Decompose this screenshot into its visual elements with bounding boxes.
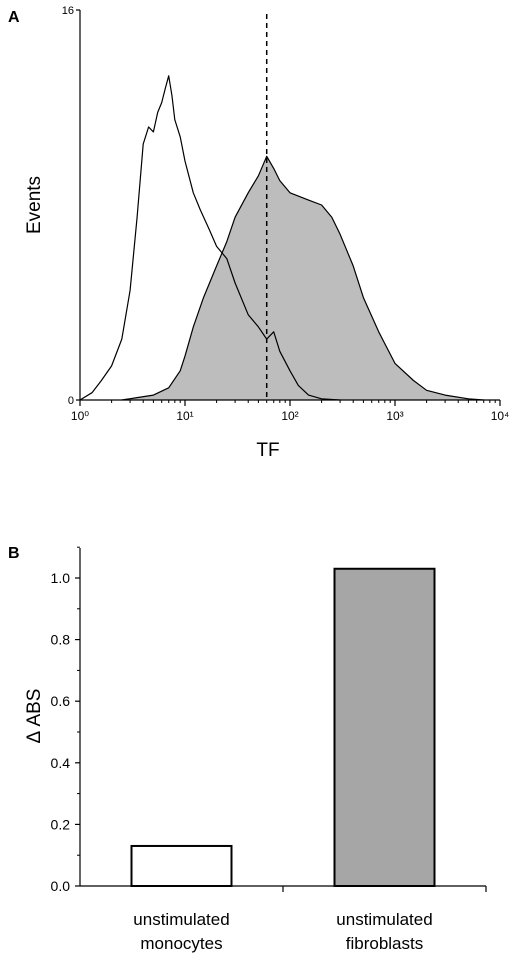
y-tick-label: 0.8	[51, 632, 71, 648]
category-label: monocytes	[140, 934, 222, 953]
x-tick-label: 10²	[281, 409, 298, 423]
y-tick-label: 0.6	[51, 693, 71, 709]
category-label: unstimulated	[336, 910, 432, 929]
panel-a-y-label: Events	[24, 176, 45, 234]
category-label: unstimulated	[133, 910, 229, 929]
panel-a-ticks: 10⁰ 10¹ 10² 10³ 10⁴ 0 16	[62, 5, 510, 423]
histogram-line-0	[79, 75, 341, 401]
y-tick-label: 0	[68, 395, 74, 407]
x-tick-label: 10⁰	[71, 409, 89, 423]
histogram-lines	[79, 75, 484, 401]
x-tick-label: 10¹	[176, 409, 193, 423]
bar	[130, 844, 233, 888]
y-tick-label: 0.2	[51, 816, 71, 832]
y-tick-label: 0.0	[51, 878, 71, 894]
bar	[333, 567, 436, 887]
panel-a-x-label: TF	[256, 440, 279, 461]
panel-b-label: B	[8, 545, 20, 562]
y-tick-label: 0.4	[51, 755, 71, 771]
panel-b-category-labels: unstimulated monocytes unstimulated fibrobl…	[133, 910, 432, 953]
histogram-line-1	[121, 155, 484, 401]
x-tick-label: 10³	[386, 409, 403, 423]
panel-b-y-label: Δ ABS	[24, 689, 45, 744]
panel-b-bars	[130, 567, 436, 888]
histogram-fill-1	[121, 156, 484, 400]
histogram-fills	[121, 156, 484, 400]
x-tick-label: 10⁴	[491, 409, 510, 423]
panel-a-label: A	[8, 9, 20, 26]
y-tick-label: 1.0	[51, 570, 71, 586]
category-label: fibroblasts	[346, 934, 423, 953]
y-tick-label: 16	[62, 5, 74, 17]
panel-b-ticks: 0.0 0.2 0.4 0.6 0.8 1.0	[51, 546, 487, 894]
